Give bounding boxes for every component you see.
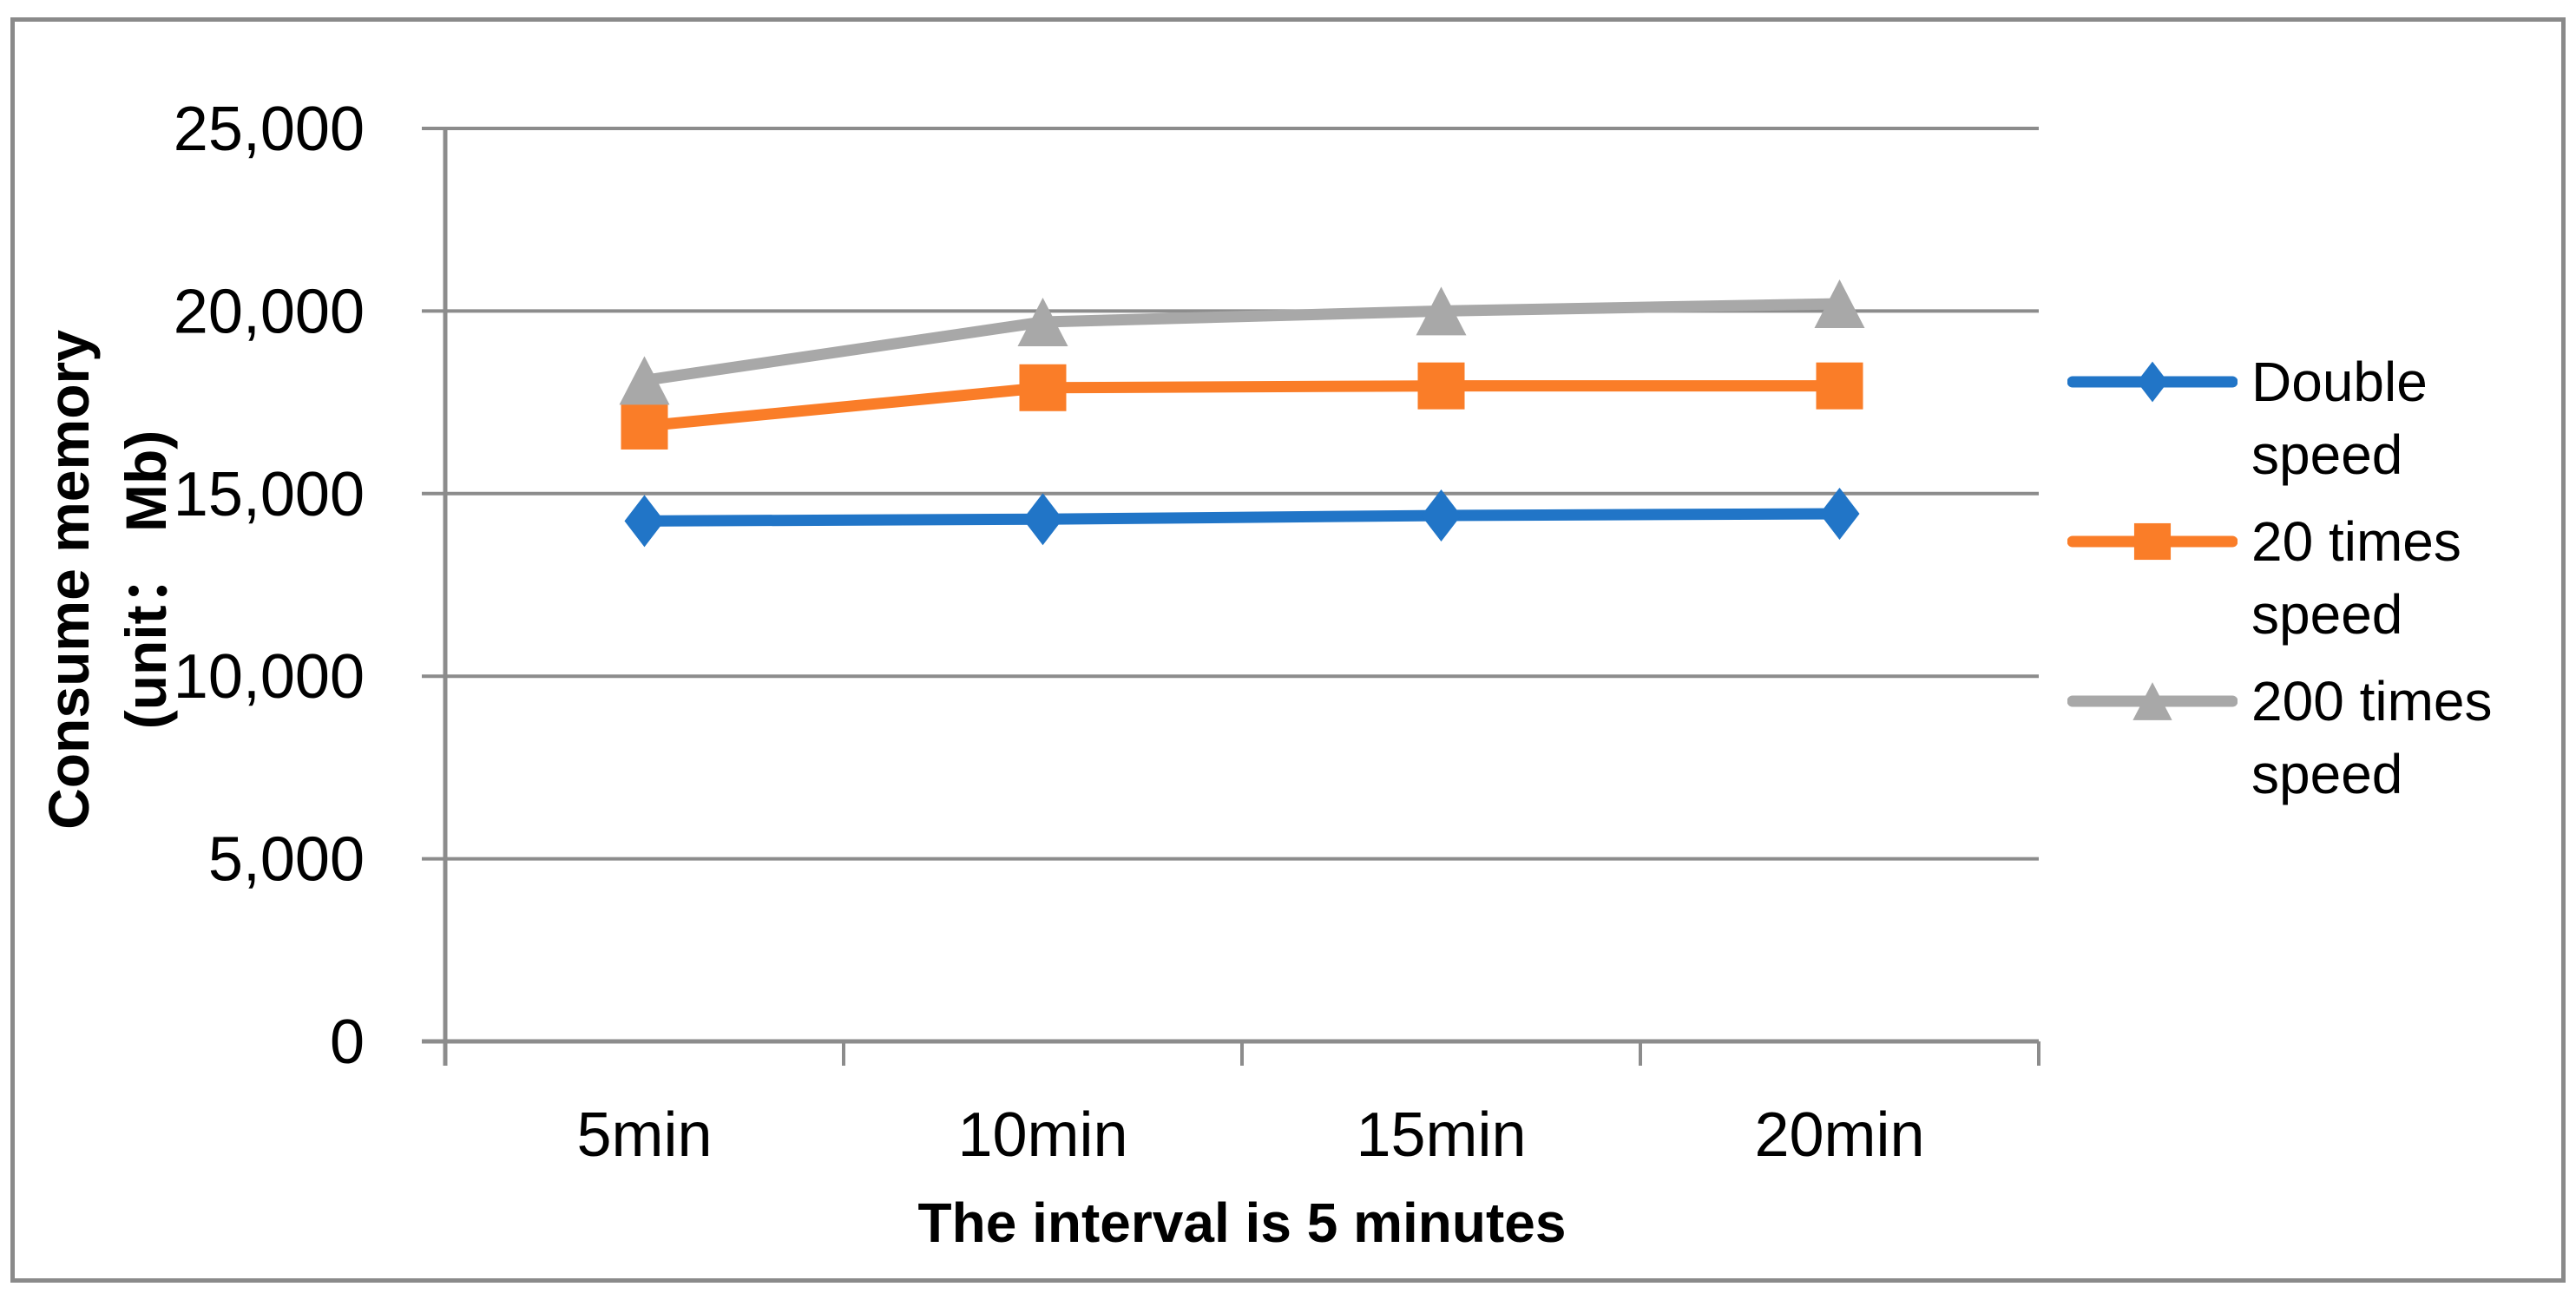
- legend-label-line: 200 times: [2251, 670, 2493, 732]
- x-tick-label: 5min: [576, 1100, 712, 1170]
- data-point-marker: [1019, 364, 1067, 411]
- y-tick-label: 15,000: [174, 460, 365, 529]
- legend-swatch-triangle-icon: [2067, 682, 2238, 720]
- x-tick-label: 20min: [1754, 1100, 1924, 1170]
- series-line: [639, 380, 1845, 432]
- legend-label: Double speed: [2251, 345, 2428, 491]
- legend-entry: Double speed: [2067, 345, 2492, 491]
- legend-entry: 200 times speed: [2067, 665, 2492, 811]
- y-tick-label: 10,000: [174, 642, 365, 712]
- data-point-marker: [1416, 286, 1467, 336]
- data-point-marker: [1017, 298, 1068, 347]
- x-tick-label: 15min: [1356, 1100, 1526, 1170]
- data-point-marker: [621, 402, 668, 450]
- chart-border: [10, 17, 2566, 1283]
- y-tick-label: 5,000: [208, 825, 365, 895]
- y-tick-label: 20,000: [174, 277, 365, 346]
- legend-marker-diamond-icon: [2137, 361, 2168, 403]
- data-point-marker: [1022, 493, 1063, 546]
- legend-label-line: speed: [2251, 743, 2403, 805]
- data-point-marker: [624, 495, 665, 548]
- data-point-marker: [1814, 279, 1865, 328]
- legend-label-line: 20 times: [2251, 510, 2461, 573]
- data-point-marker: [1421, 489, 1462, 542]
- legend-entry: 20 times speed: [2067, 505, 2492, 651]
- y-axis-title: Consume memory (unit： Mb): [30, 102, 187, 1057]
- y-axis-title-line1: Consume memory: [36, 330, 101, 830]
- x-tick-label: 10min: [957, 1100, 1127, 1170]
- legend-marker-square-icon: [2133, 522, 2172, 561]
- y-tick-label: 0: [330, 1008, 365, 1077]
- legend-label-line: Double: [2251, 351, 2428, 413]
- legend: Double speed 20 times speed 200 times speed: [2067, 345, 2492, 824]
- legend-label-line: speed: [2251, 583, 2403, 646]
- data-point-marker: [1816, 362, 1863, 410]
- legend-swatch-square-icon: [2067, 522, 2238, 561]
- legend-swatch-diamond-icon: [2067, 361, 2238, 403]
- series-line: [639, 508, 1845, 527]
- data-point-marker: [619, 356, 670, 405]
- legend-label-line: speed: [2251, 423, 2403, 486]
- data-point-marker: [1819, 487, 1860, 540]
- series-line: [639, 298, 1845, 386]
- data-point-marker: [1417, 362, 1465, 410]
- x-axis-title: The interval is 5 minutes: [917, 1192, 1567, 1254]
- legend-label: 200 times speed: [2251, 665, 2492, 811]
- y-tick-label: 25,000: [174, 95, 365, 164]
- legend-label: 20 times speed: [2251, 505, 2461, 651]
- y-axis-title-line2: (unit： Mb): [114, 430, 178, 730]
- legend-marker-triangle-icon: [2132, 682, 2172, 720]
